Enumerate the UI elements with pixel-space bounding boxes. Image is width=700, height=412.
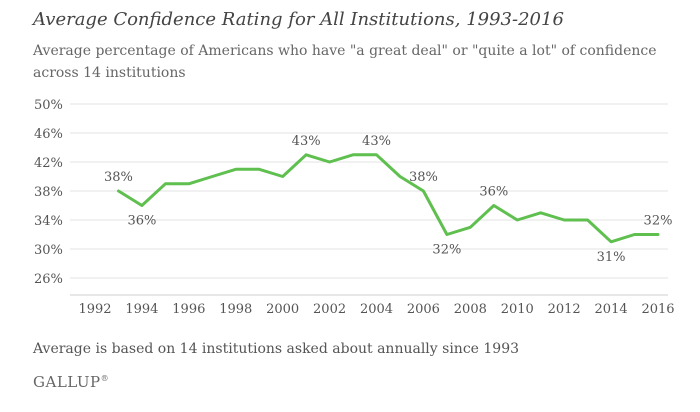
data-label: 32% — [644, 214, 673, 229]
y-tick-label: 26% — [34, 272, 63, 287]
chart-subtitle: Average percentage of Americans who have… — [33, 43, 657, 81]
x-tick-label: 2000 — [266, 302, 299, 317]
x-tick-label: 1994 — [125, 302, 158, 317]
x-tick-label: 2008 — [454, 302, 487, 317]
series — [117, 153, 660, 244]
data-labels: 38% 36% 43% 43% 38% 32% 36% 31% 32% — [104, 134, 672, 265]
x-tick-label: 2002 — [313, 302, 346, 317]
x-tick-label: 1992 — [78, 302, 111, 317]
data-label: 43% — [292, 134, 321, 149]
registered-mark: ® — [100, 374, 110, 383]
series-line — [117, 153, 660, 244]
x-tick-label: 2014 — [595, 302, 628, 317]
data-label: 36% — [479, 185, 508, 200]
data-label: 38% — [409, 170, 438, 185]
data-label: 36% — [127, 214, 156, 229]
x-tick-label: 2004 — [360, 302, 393, 317]
data-label: 38% — [104, 170, 133, 185]
y-tick-label: 30% — [34, 243, 63, 258]
data-label: 31% — [597, 250, 626, 265]
y-tick-label: 38% — [34, 185, 63, 200]
y-tick-label: 34% — [34, 214, 63, 229]
y-tick-label: 46% — [34, 127, 63, 142]
y-tick-label: 50% — [34, 98, 63, 113]
x-tick-label: 2016 — [641, 302, 674, 317]
x-tick-label: 2010 — [501, 302, 534, 317]
data-label: 43% — [362, 134, 391, 149]
x-tick-label: 1996 — [172, 302, 205, 317]
x-tick-label: 2012 — [548, 302, 581, 317]
y-axis: 50% 46% 42% 38% 34% 30% 26% — [34, 98, 63, 287]
grid — [70, 103, 668, 296]
data-label: 32% — [432, 243, 461, 258]
chart-title: Average Confidence Rating for All Instit… — [33, 9, 564, 30]
line-chart: 50% 46% 42% 38% 34% 30% 26% 1992 1994 1996 1998 20… — [34, 98, 675, 317]
x-axis: 1992 1994 1996 1998 2000 2002 2004 2006 2008 2010… — [78, 302, 674, 317]
x-tick-label: 1998 — [219, 302, 252, 317]
y-tick-label: 42% — [34, 156, 63, 171]
x-tick-label: 2006 — [407, 302, 440, 317]
gallup-logo: GALLUP® — [33, 373, 109, 391]
brand-name: GALLUP — [33, 373, 101, 391]
footnote: Average is based on 14 institutions aske… — [33, 341, 520, 357]
